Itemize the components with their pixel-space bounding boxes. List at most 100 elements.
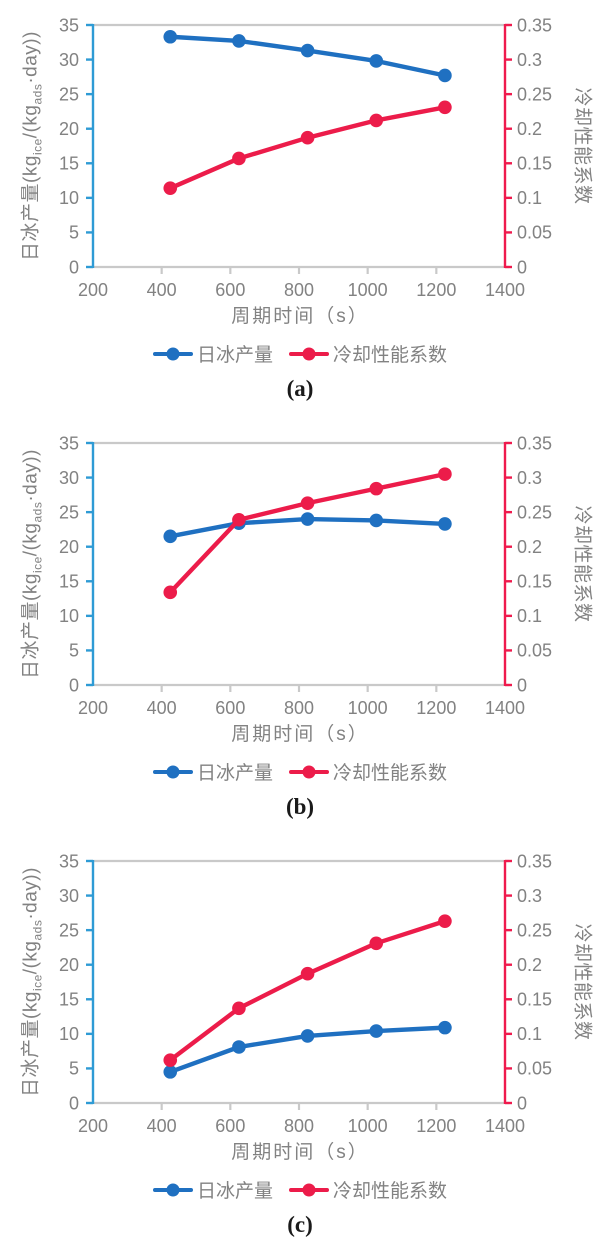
left-axis: [86, 441, 95, 687]
plot-borders: [90, 441, 509, 692]
svg-text:200: 200: [78, 1116, 108, 1136]
data-point-marker: [163, 29, 178, 44]
legend: 日冰产量 冷却性能系数: [0, 340, 600, 367]
legend-marker-cop: [289, 1187, 329, 1192]
svg-text:0.15: 0.15: [517, 572, 552, 592]
legend-label-cop: 冷却性能系数: [333, 763, 448, 784]
data-point-marker: [163, 1053, 178, 1067]
svg-text:200: 200: [78, 698, 108, 718]
data-point-marker: [300, 130, 315, 145]
data-point-marker: [438, 467, 452, 481]
svg-text:30: 30: [59, 468, 79, 488]
svg-text:800: 800: [284, 698, 314, 718]
svg-text:800: 800: [284, 1116, 314, 1136]
svg-text:15: 15: [59, 990, 79, 1010]
legend-marker-cop: [289, 769, 329, 774]
x-axis-title: 周期时间（s）: [231, 306, 369, 327]
plot-area: 0 5 10 15 20 25 30 35 0 0.05 0.1 0.15 0.2 0.25 0.3 0.35…: [59, 433, 552, 718]
right-axis-title: 冷却性能系数: [571, 923, 593, 1041]
legend-marker-cop: [289, 351, 329, 356]
data-point-marker: [300, 966, 315, 981]
svg-text:400: 400: [147, 698, 177, 718]
left-axis-title: 日冰产量(kgice/(kgads·day)): [20, 449, 45, 679]
plot-area: 0 5 10 15 20 25 30 35 0 0.05 0.1 0.15 0.2 0.25 0.3 0.35…: [59, 851, 552, 1136]
svg-text:1200: 1200: [416, 698, 456, 718]
data-point-marker: [300, 512, 315, 526]
legend-item-ice: 日冰产量: [152, 340, 273, 367]
series-cop: [163, 914, 452, 1067]
svg-text:0.05: 0.05: [517, 1059, 552, 1079]
x-tick-labels: 200 400 600 800 1000 1200 1400: [78, 698, 525, 718]
legend: 日冰产量 冷却性能系数: [0, 1176, 600, 1203]
legend-item-cop: 冷却性能系数: [289, 758, 447, 785]
data-point-marker: [369, 936, 384, 951]
svg-text:25: 25: [59, 920, 79, 940]
legend-label-cop: 冷却性能系数: [333, 345, 448, 366]
data-point-marker: [232, 1040, 246, 1054]
svg-text:600: 600: [215, 280, 245, 300]
data-point-marker: [163, 585, 178, 600]
data-point-marker: [232, 34, 246, 48]
data-point-marker: [438, 517, 452, 531]
left-axis: [86, 23, 95, 269]
svg-text:0: 0: [517, 1093, 527, 1113]
svg-text:0.2: 0.2: [517, 119, 542, 139]
legend-marker-ice: [152, 1187, 193, 1192]
svg-text:0.15: 0.15: [517, 154, 552, 174]
series-ice: [163, 1020, 452, 1079]
series-ice: [163, 512, 452, 544]
svg-text:20: 20: [59, 955, 79, 975]
data-point-marker: [232, 512, 246, 527]
svg-text:20: 20: [59, 537, 79, 557]
svg-text:0.3: 0.3: [517, 468, 542, 488]
x-axis-title: 周期时间（s）: [231, 724, 369, 745]
chart-c: 0 5 10 15 20 25 30 35 0 0.05 0.1 0.15 0.2 0.25 0.3 0.35…: [0, 836, 600, 1254]
chart-b: 0 5 10 15 20 25 30 35 0 0.05 0.1 0.15 0.2 0.25 0.3 0.35…: [0, 418, 600, 836]
data-point-marker: [438, 100, 452, 115]
svg-text:1400: 1400: [485, 280, 525, 300]
svg-text:0.35: 0.35: [517, 15, 552, 35]
right-axis-title: 冷却性能系数: [571, 87, 593, 205]
svg-text:5: 5: [69, 223, 79, 243]
svg-text:35: 35: [59, 15, 79, 35]
svg-text:35: 35: [59, 851, 79, 871]
right-tick-labels: 0 0.05 0.1 0.15 0.2 0.25 0.3 0.35: [517, 851, 552, 1113]
legend-item-ice: 日冰产量: [152, 758, 273, 785]
svg-text:0.35: 0.35: [517, 433, 552, 453]
svg-text:30: 30: [59, 886, 79, 906]
x-tick-labels: 200 400 600 800 1000 1200 1400: [78, 280, 525, 300]
svg-text:0.25: 0.25: [517, 84, 552, 104]
plot-area: 0 5 10 15 20 25 30 35 0 0.05 0.1 0.15 0.2 0.25 0.3 0.35…: [59, 15, 552, 300]
svg-text:15: 15: [59, 572, 79, 592]
series-ice: [163, 29, 452, 83]
legend-item-ice: 日冰产量: [152, 1176, 273, 1203]
svg-text:0.25: 0.25: [517, 920, 552, 940]
data-point-marker: [438, 914, 452, 928]
svg-text:20: 20: [59, 119, 79, 139]
svg-text:0: 0: [69, 1093, 79, 1113]
legend: 日冰产量 冷却性能系数: [0, 758, 600, 785]
svg-text:0.2: 0.2: [517, 955, 542, 975]
left-axis: [86, 859, 95, 1105]
data-point-marker: [300, 496, 315, 510]
svg-text:600: 600: [215, 1116, 245, 1136]
svg-text:0.05: 0.05: [517, 223, 552, 243]
svg-text:0.3: 0.3: [517, 886, 542, 906]
svg-text:0.15: 0.15: [517, 990, 552, 1010]
data-point-marker: [369, 513, 384, 528]
svg-text:800: 800: [284, 280, 314, 300]
data-point-marker: [438, 1020, 452, 1035]
svg-text:1000: 1000: [348, 1116, 388, 1136]
data-point-marker: [232, 151, 246, 166]
caption-c: (c): [287, 1212, 313, 1237]
svg-text:0.3: 0.3: [517, 50, 542, 70]
svg-text:0.25: 0.25: [517, 502, 552, 522]
data-point-marker: [438, 68, 452, 83]
svg-text:400: 400: [147, 1116, 177, 1136]
svg-text:10: 10: [59, 1024, 79, 1044]
left-tick-labels: 0 5 10 15 20 25 30 35: [59, 433, 79, 695]
svg-text:1400: 1400: [485, 1116, 525, 1136]
svg-text:5: 5: [69, 641, 79, 661]
data-point-marker: [163, 181, 178, 195]
